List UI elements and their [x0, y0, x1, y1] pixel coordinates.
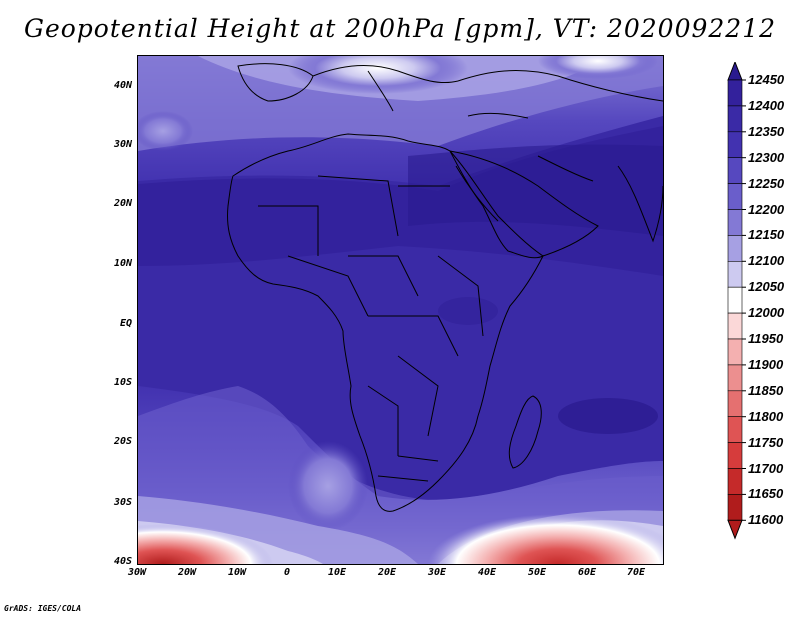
colorbar-swatch: [727, 131, 743, 159]
colorbar-swatch: [727, 209, 743, 236]
colorbar-label: 11750: [748, 434, 784, 450]
colorbar-label: 11700: [748, 460, 784, 476]
lat-label-eq: EQ: [119, 318, 132, 329]
colorbar-swatch: [727, 390, 743, 417]
colorbar: [727, 62, 746, 540]
colorbar-label: 12150: [748, 227, 785, 243]
lon-label-60e: 60E: [577, 567, 597, 578]
lat-label-30n: 30N: [113, 139, 132, 150]
colorbar-label: 12200: [748, 201, 785, 217]
colorbar-swatch: [727, 79, 743, 107]
colorbar-label: 12100: [748, 253, 785, 269]
colorbar-swatch: [727, 312, 743, 340]
credit-label: GrADS: IGES/COLA: [4, 604, 82, 613]
colorbar-label: 11900: [748, 356, 784, 372]
colorbar-swatch: [727, 105, 743, 133]
colorbar-bottom-arrow: [727, 519, 743, 540]
colorbar-swatch: [727, 442, 743, 469]
coastlines: [227, 63, 663, 512]
lon-label-20e: 20E: [377, 567, 397, 578]
lon-label-30w: 30W: [127, 567, 147, 578]
lat-label-20s: 20S: [113, 436, 132, 447]
lon-label-0: 0: [283, 567, 291, 578]
lon-label-50e: 50E: [527, 567, 547, 578]
lon-label-70e: 70E: [626, 567, 646, 578]
lon-label-10e: 10E: [327, 567, 347, 578]
lon-label-40e: 40E: [477, 567, 497, 578]
colorbar-label: 11600: [748, 512, 784, 528]
colorbar-label: 12450: [748, 72, 785, 87]
colorbar-label: 12400: [748, 97, 785, 113]
lat-label-20n: 20N: [113, 198, 132, 209]
colorbar-label: 11800: [748, 408, 784, 424]
colorbar-label: 12050: [748, 279, 785, 295]
colorbar-swatch: [727, 183, 743, 210]
colorbar-swatch: [727, 494, 743, 521]
map-panel[interactable]: [137, 55, 664, 565]
page-title: Geopotential Height at 200hPa [gpm], VT:…: [23, 14, 777, 43]
colorbar-swatch: [727, 338, 743, 366]
colorbar-swatch: [727, 468, 743, 495]
lat-label-30s: 30S: [113, 497, 132, 508]
colorbar-top-arrow: [727, 62, 743, 81]
colorbar-label: 11850: [748, 382, 784, 398]
colorbar-label: 12000: [748, 305, 785, 321]
lat-label-40s: 40S: [113, 556, 132, 567]
colorbar-label: 11650: [748, 486, 784, 502]
colorbar-swatch: [727, 286, 743, 314]
colorbar-swatch: [727, 416, 743, 443]
colorbar-swatch: [727, 157, 743, 184]
lat-label-10n: 10N: [113, 258, 132, 269]
colorbar-swatch: [727, 261, 743, 288]
lon-label-30e: 30E: [427, 567, 447, 578]
height-field-map: [138, 56, 663, 564]
lat-label-40n: 40N: [113, 80, 132, 91]
lon-label-10w: 10W: [227, 567, 247, 578]
colorbar-swatch: [727, 364, 743, 392]
lat-label-10s: 10S: [113, 377, 132, 388]
colorbar-label: 12300: [748, 149, 785, 165]
colorbar-label: 12350: [748, 123, 785, 139]
colorbar-label: 12250: [748, 175, 785, 191]
colorbar-swatches: [727, 62, 743, 540]
lon-label-20w: 20W: [177, 567, 197, 578]
colorbar-label: 11950: [748, 331, 784, 346]
colorbar-swatch: [727, 235, 743, 262]
